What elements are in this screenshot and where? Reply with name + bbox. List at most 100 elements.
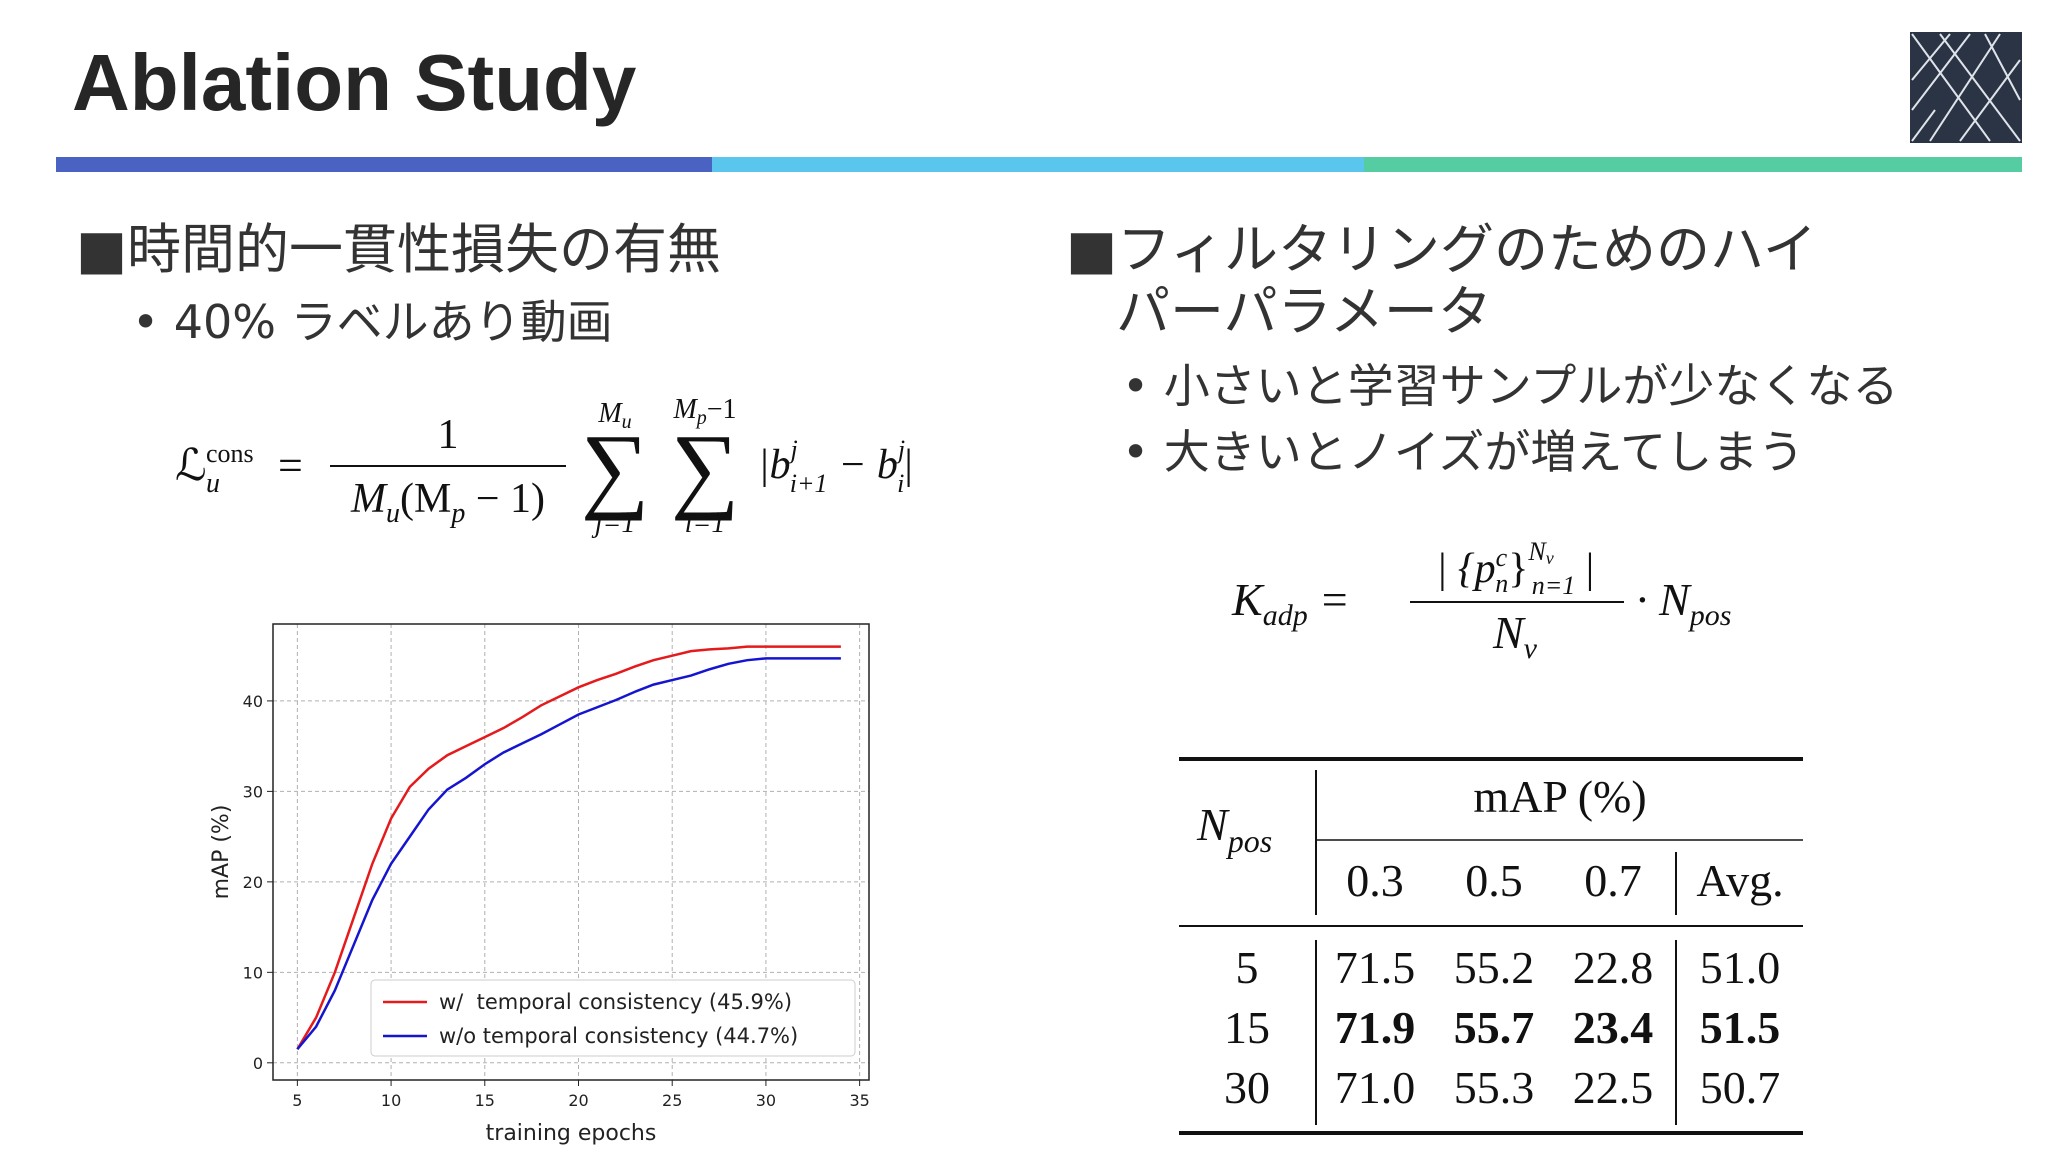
cell: 22.8 [1573,942,1654,993]
title: Ablation Study [72,38,637,127]
math: = [278,441,303,490]
math: −1 [707,394,737,425]
header-cell: 0.7 [1584,855,1642,906]
cell: 71.0 [1335,1062,1416,1113]
math: | {pc n}Nv n=1 | [1436,537,1594,600]
math: cons [206,439,254,468]
x-tick-label: 30 [756,1091,776,1110]
y-tick-label: 20 [243,873,263,892]
cell: 51.5 [1700,1002,1781,1053]
x-tick-label: 5 [292,1091,302,1110]
x-tick-label: 20 [568,1091,588,1110]
math: − 1) [465,476,545,522]
math: N [1492,607,1526,658]
results-table: Npos mAP (%) 0.3 0.5 0.7 Avg. 5 71.5 55.2 22.8 51.… [1179,757,1803,1135]
cell: 55.3 [1454,1062,1535,1113]
cell: 50.7 [1700,1062,1781,1113]
math: n [1495,569,1508,598]
math: p [695,407,707,429]
math: p [449,498,465,529]
header-cell: N [1196,799,1230,850]
line-chart: 5 10 15 20 25 30 35 0 10 20 30 40 training epochs mAP… [209,623,870,1146]
header-cell: pos [1226,823,1272,859]
y-tick-label: 10 [243,963,263,982]
formula-kadp: Kadp = | {pc n}Nv n=1 | Nv · Npos [1231,537,1731,665]
cell: 55.7 [1454,1002,1535,1053]
math: ℒ [175,441,207,490]
math: j [895,435,905,464]
math: | [1575,546,1594,592]
math: |b [758,442,791,488]
math: 1 [438,412,459,458]
math: | [904,442,912,488]
cell: 5 [1236,942,1259,993]
cell: 30 [1224,1062,1270,1113]
math: N [1527,537,1547,566]
x-tick-label: 25 [662,1091,682,1110]
plot-frame [272,623,870,1081]
series-line [296,645,841,1050]
formula-consistency: ℒ cons u = 1 Mu(Mp − 1) ∑ Mu j=1 ∑ Mp−1 … [175,394,913,539]
math: n=1 [1532,571,1576,600]
accent-bar [56,157,712,172]
math: i=1 [685,508,726,539]
math: Mu [597,398,631,433]
math: j=1 [592,508,636,539]
header-cell: 0.5 [1465,855,1523,906]
math: pos [1688,599,1732,632]
legend-label: w/o temporal consistency (44.7%) [439,1024,798,1048]
cell: 71.5 [1335,942,1416,993]
math: (M [400,476,451,522]
heading: パーパラメータ [1116,280,1492,343]
math: ∑ [581,414,649,521]
math: K [1231,574,1265,625]
y-axis-label: mAP (%) [209,805,234,900]
math: | {p [1436,546,1496,592]
math: − b [828,442,898,488]
math: Kadp = [1231,574,1348,632]
math: v [1524,632,1538,665]
cell: 23.4 [1573,1002,1654,1053]
cell: 71.9 [1335,1002,1416,1053]
header-cell: mAP (%) [1473,771,1646,822]
math: u [386,498,400,529]
cell: 22.5 [1573,1062,1654,1113]
math: = [1322,574,1348,625]
y-tick-label: 40 [243,692,263,711]
math: v [1546,548,1554,568]
math: i [897,469,904,498]
cell: 55.2 [1454,942,1535,993]
math: ∑ [671,414,739,521]
math: u [622,411,632,433]
legend-box [370,979,856,1057]
math: M [672,394,698,425]
bullet: • 40% ラベルあり動画 [132,295,613,349]
x-axis-label: training epochs [486,1121,657,1146]
math: u [206,468,220,499]
math: Mp−1 [672,394,736,429]
x-tick-label: 35 [849,1091,869,1110]
math: |bj i+1 − bj i| [758,435,913,498]
legend-label: w/ temporal consistency (45.9%) [439,990,792,1014]
header-cell: Npos [1196,799,1272,859]
series-line [296,657,841,1051]
header-cell: Avg. [1696,855,1783,906]
header-cell: 0.3 [1346,855,1404,906]
math: Mu(Mp − 1) [350,476,545,529]
heading: ■フィルタリングのためのハイ [1066,218,1817,281]
bullet: • 大きいとノイズが増えてしまう [1122,425,1804,479]
accent-bar [712,157,1364,172]
math: · Npos [1636,574,1731,632]
y-tick-label: 30 [243,782,263,801]
math: M [597,398,623,429]
math: c [1496,543,1508,572]
math: j [788,435,798,464]
y-tick-label: 0 [253,1054,263,1073]
math: Nv [1492,607,1538,665]
math: M [350,476,388,522]
accent-bar [1364,157,2022,172]
cell: 51.0 [1700,942,1781,993]
math: i+1 [790,469,828,498]
